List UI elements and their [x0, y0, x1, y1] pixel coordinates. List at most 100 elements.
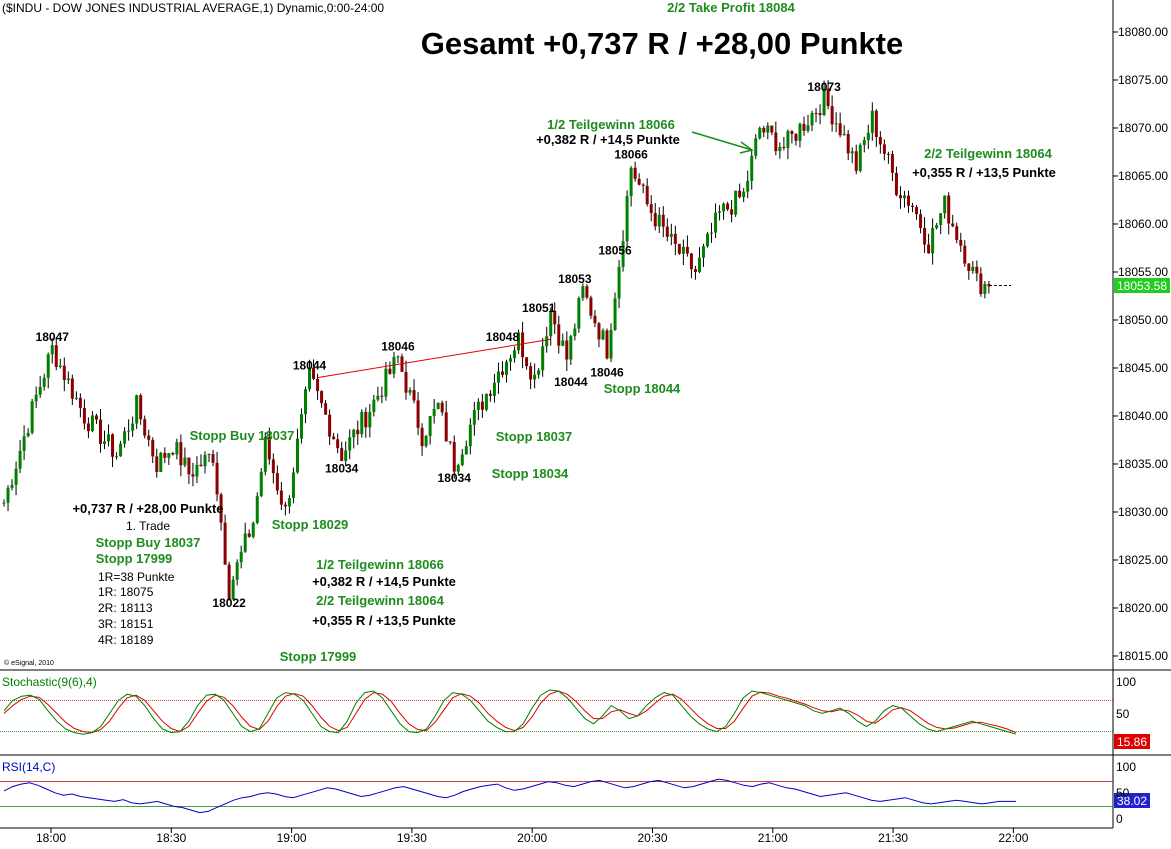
candle-body	[657, 214, 661, 227]
candle-body	[673, 233, 677, 244]
candle-body	[742, 191, 746, 198]
candle-body	[336, 439, 340, 449]
copyright-text: © eSignal, 2010	[4, 659, 54, 667]
candle-body	[223, 522, 227, 565]
candle-body	[432, 409, 436, 417]
candle-body	[826, 88, 830, 107]
x-tick-label: 20:00	[517, 831, 547, 845]
candle-body	[444, 412, 448, 442]
candle-body	[557, 324, 561, 346]
candle-body	[54, 345, 58, 367]
price-label: 18066	[614, 147, 648, 161]
candle-body	[82, 407, 86, 424]
candle-body	[750, 155, 754, 181]
candle-body	[127, 430, 131, 432]
trendline	[317, 338, 551, 379]
candle-body	[78, 397, 82, 408]
y-tick-label: 18035.00	[1118, 457, 1168, 471]
candle-body	[159, 452, 163, 472]
candle-body	[553, 310, 557, 325]
trendline-layer	[317, 338, 551, 379]
candle-body	[199, 464, 203, 467]
candle-body	[42, 377, 46, 387]
candle-body	[710, 232, 714, 234]
price-label: 18046	[590, 365, 624, 379]
candle-body	[215, 462, 219, 495]
price-label: 18044	[293, 359, 327, 373]
candle-body	[211, 454, 215, 463]
trade-3r-target: 3R: 18151	[98, 617, 154, 631]
candle-body	[448, 441, 452, 443]
candle-body	[870, 110, 874, 133]
candle-body	[356, 429, 360, 435]
candle-body	[923, 227, 927, 245]
candle-body	[279, 490, 283, 505]
rsi-tick-50: 50	[1116, 786, 1130, 800]
candle-body	[818, 113, 822, 116]
candle-body	[62, 365, 66, 381]
candle-body	[496, 371, 500, 383]
y-tick-label: 18045.00	[1118, 361, 1168, 375]
candle-body	[802, 123, 806, 131]
candle-body	[525, 357, 529, 367]
rsi-tick-100: 100	[1116, 760, 1136, 774]
candle-body	[798, 123, 802, 141]
candle-body	[416, 400, 420, 428]
candle-body	[846, 133, 850, 154]
candle-body	[10, 484, 14, 488]
price-label: 18048	[486, 330, 520, 344]
candle-body	[312, 367, 316, 379]
candle-body	[344, 450, 348, 461]
candle-body	[46, 354, 50, 378]
candle-body	[782, 147, 786, 149]
candle-body	[460, 454, 464, 466]
candle-body	[669, 233, 673, 237]
x-tick-label: 21:30	[878, 831, 908, 845]
last-price-badge-bg	[1114, 278, 1170, 293]
candle-body	[854, 151, 858, 171]
candle-body	[380, 395, 384, 397]
stoch-d-line	[3, 690, 1017, 734]
candle-body	[452, 441, 456, 472]
candle-body	[770, 125, 774, 133]
candle-body	[299, 414, 303, 439]
summary-result-2: +0,355 R / +13,5 Punkte	[312, 613, 456, 628]
candle-body	[681, 246, 685, 254]
price-label: 18034	[438, 471, 472, 485]
price-label: 18034	[325, 461, 359, 475]
rsi-label: RSI(14,C)	[2, 760, 55, 774]
candle-body	[882, 144, 886, 154]
candle-body	[890, 154, 894, 173]
candle-body	[915, 207, 919, 215]
candle-body	[762, 127, 766, 133]
price-label: 18046	[381, 339, 415, 353]
candle-body	[231, 579, 235, 600]
candle-body	[372, 399, 376, 413]
candle-body	[255, 496, 259, 524]
trade-result: +0,737 R / +28,00 Punkte	[72, 501, 223, 516]
candle-body	[328, 414, 332, 437]
candle-body	[456, 465, 460, 472]
candle-body	[790, 131, 794, 134]
stoch-k-line	[3, 689, 1017, 735]
candle-body	[2, 502, 6, 504]
candle-body	[810, 112, 814, 126]
candle-body	[348, 437, 352, 451]
y-tick-label: 18070.00	[1118, 121, 1168, 135]
trade-2r-target: 2R: 18113	[98, 601, 153, 615]
candle-body	[163, 452, 167, 458]
candle-body	[549, 310, 553, 337]
candle-body	[251, 523, 255, 537]
candle-body	[235, 562, 239, 580]
candle-body	[74, 397, 78, 399]
candle-body	[131, 423, 135, 431]
annotation-teilgewinn-1: 1/2 Teilgewinn 18066	[547, 117, 675, 132]
candle-body	[573, 328, 577, 337]
annotation-stopp-18044: Stopp 18044	[604, 381, 681, 396]
candle-body	[734, 190, 738, 215]
annotation-stopp-18029: Stopp 18029	[272, 517, 349, 532]
rsi-value-badge: 38.02	[1117, 794, 1147, 808]
y-tick-label: 18025.00	[1118, 553, 1168, 567]
y-tick-label: 18060.00	[1118, 217, 1168, 231]
